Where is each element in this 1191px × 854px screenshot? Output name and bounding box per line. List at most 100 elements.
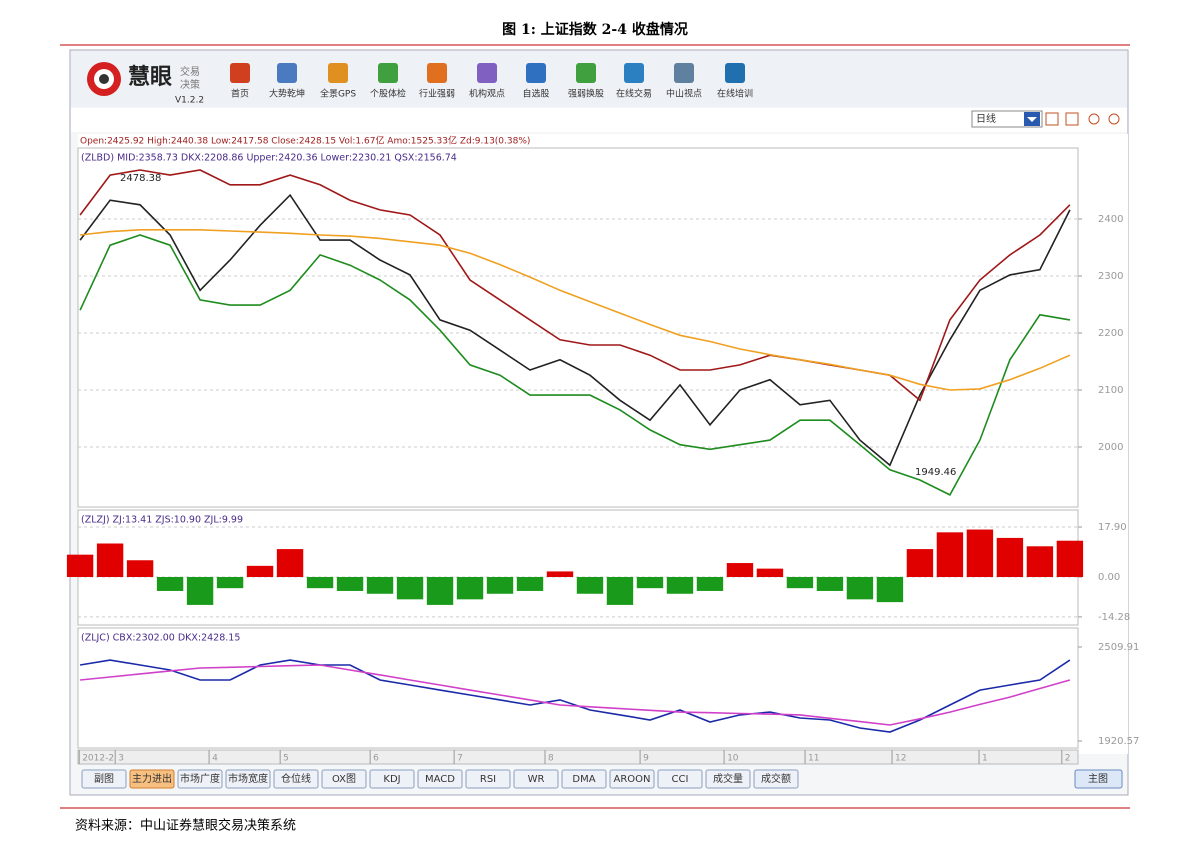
button-label: 机构观点: [469, 88, 505, 100]
tab[interactable]: [465, 769, 511, 789]
logo-icon: [99, 74, 109, 84]
main-tab[interactable]: [1074, 769, 1123, 789]
bar: [246, 565, 274, 578]
button-icon[interactable]: [427, 63, 447, 83]
bar: [456, 577, 484, 600]
bar: [96, 543, 124, 578]
tool-icon[interactable]: [1065, 112, 1079, 126]
bar: [1056, 540, 1084, 578]
button-icon[interactable]: [526, 63, 546, 83]
tab[interactable]: [561, 769, 607, 789]
tab[interactable]: [705, 769, 751, 789]
zoom-in[interactable]: [1088, 113, 1100, 125]
bar: [576, 577, 604, 594]
tab-bar: 副图 主力进出 市场广度 市场宽度 仓位线 OX图 KDJ MACD RSI WR DMA AROON…: [81, 769, 799, 789]
tab-label: KDJ: [383, 774, 400, 785]
tab[interactable]: [273, 769, 319, 789]
button-icon[interactable]: [230, 63, 250, 83]
tab-label: CCI: [672, 774, 689, 785]
button-icon[interactable]: [378, 63, 398, 83]
annotation: 2478.38: [120, 173, 161, 184]
toolbar-buttons: 首页 大势乾坤 全景GPS 个股体检 行业强弱 机构观点 自选股 强弱换股 在线交易 中山视点 在线…: [230, 63, 753, 100]
logo-sub: 交易: [180, 65, 200, 78]
tab-label: MACD: [425, 774, 455, 785]
x-tick-label: 2: [1065, 754, 1071, 764]
button-icon[interactable]: [576, 63, 596, 83]
button-icon[interactable]: [624, 63, 644, 83]
bar: [636, 577, 664, 589]
bar: [876, 577, 904, 603]
tab-label: 主力进出: [132, 772, 172, 785]
y-tick-label: 0.00: [1098, 572, 1120, 583]
bar: [336, 577, 364, 591]
x-tick-label: 3: [118, 754, 124, 764]
tab[interactable]: [369, 769, 415, 789]
figure-title: 图 1: 上证指数 2-4 收盘情况: [502, 21, 688, 38]
y-tick-label: 2200: [1098, 328, 1123, 339]
y-tick-label: 2509.91: [1098, 642, 1139, 653]
button-label: 中山视点: [666, 88, 702, 100]
tab-label: WR: [528, 774, 545, 785]
bar: [516, 577, 544, 591]
tab-label: DMA: [572, 774, 595, 785]
bar: [996, 537, 1024, 578]
toolstrip: [71, 108, 1127, 132]
tab-label: AROON: [613, 774, 650, 785]
bar: [186, 577, 214, 605]
tab[interactable]: [609, 769, 655, 789]
tab[interactable]: [321, 769, 367, 789]
button-icon[interactable]: [674, 63, 694, 83]
bar: [696, 577, 724, 591]
bar: [846, 577, 874, 600]
bar: [966, 529, 994, 578]
logo: 慧眼: [128, 65, 172, 90]
y-tick-label: 1920.57: [1098, 736, 1139, 747]
bar: [66, 554, 94, 578]
series-line: [79, 659, 1071, 733]
tab[interactable]: [753, 769, 799, 789]
period: 日线: [976, 112, 996, 125]
bar: [306, 577, 334, 589]
zoom-out[interactable]: [1108, 113, 1120, 125]
bar: [546, 571, 574, 578]
y-tick-label: 2300: [1098, 271, 1123, 282]
x-tick-label: 1: [982, 754, 988, 764]
tab[interactable]: [177, 769, 223, 789]
tab-label: RSI: [480, 774, 496, 785]
tab[interactable]: [81, 769, 127, 789]
button-label: 自选股: [522, 88, 549, 100]
bar: [366, 577, 394, 594]
y-tick-label: -14.28: [1098, 612, 1130, 623]
tab[interactable]: [513, 769, 559, 789]
x-tick-label: 9: [643, 754, 649, 764]
tab[interactable]: [129, 769, 175, 789]
bar: [426, 577, 454, 605]
tab-label: 市场宽度: [228, 772, 268, 785]
dropdown-arrow: [1027, 117, 1037, 122]
tab-label: 仓位线: [281, 772, 311, 785]
button-label: 行业强弱: [419, 88, 455, 100]
tab[interactable]: [417, 769, 463, 789]
x-tick-label: 5: [283, 754, 289, 764]
tab[interactable]: [657, 769, 703, 789]
tool-icon[interactable]: [1045, 112, 1059, 126]
button-label: 首页: [231, 88, 249, 100]
x-tick-label: 7: [457, 754, 463, 764]
bar: [666, 577, 694, 594]
annotation: 1949.46: [915, 467, 956, 478]
button-icon[interactable]: [328, 63, 348, 83]
button-icon[interactable]: [477, 63, 497, 83]
tab[interactable]: [225, 769, 271, 789]
tab-label: 市场广度: [180, 772, 220, 785]
version: V1.2.2: [175, 96, 204, 106]
series-line: [79, 234, 1071, 496]
button-icon[interactable]: [725, 63, 745, 83]
bar: [126, 560, 154, 578]
x-tick-label: 8: [548, 754, 554, 764]
bar: [606, 577, 634, 605]
bar: [906, 549, 934, 578]
bar: [726, 563, 754, 578]
button-icon[interactable]: [277, 63, 297, 83]
x-axis-strip: [77, 749, 1079, 765]
source: 资料来源：中山证券慧眼交易决策系统: [75, 818, 296, 834]
